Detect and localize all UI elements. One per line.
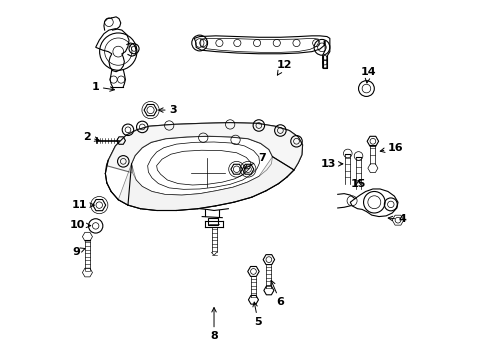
Text: 7: 7: [244, 153, 265, 169]
Text: 2: 2: [82, 132, 99, 142]
Text: 1: 1: [91, 82, 114, 92]
Text: 3: 3: [159, 105, 177, 115]
Polygon shape: [147, 142, 259, 189]
Text: 4: 4: [387, 215, 406, 224]
Text: 15: 15: [350, 179, 366, 189]
Polygon shape: [106, 123, 302, 173]
Text: 14: 14: [360, 67, 375, 83]
Text: 5: 5: [252, 302, 262, 327]
Text: 12: 12: [276, 60, 291, 75]
Text: 6: 6: [270, 280, 284, 307]
Text: 8: 8: [210, 307, 218, 341]
Text: 9: 9: [72, 247, 85, 257]
Polygon shape: [118, 157, 293, 211]
Text: 16: 16: [380, 143, 403, 153]
Text: 10: 10: [69, 220, 91, 230]
Text: 13: 13: [320, 159, 342, 169]
Text: 11: 11: [71, 200, 94, 210]
